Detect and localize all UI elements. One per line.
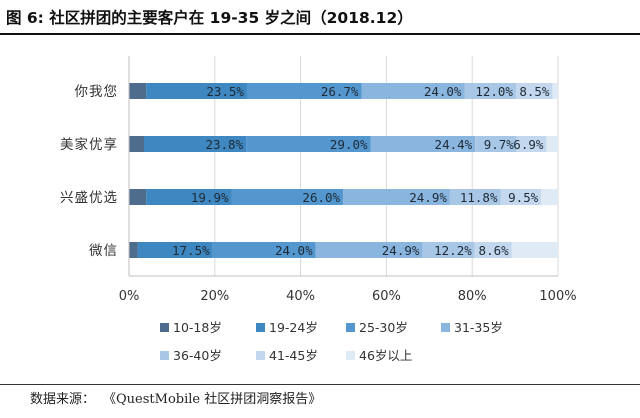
bar-segment — [129, 189, 147, 205]
bar-segment — [146, 83, 247, 99]
data-label: 24.4% — [435, 137, 473, 152]
data-label: 9.7% — [484, 137, 515, 152]
data-label: 8.6% — [479, 243, 510, 258]
source-rule — [0, 384, 640, 385]
data-label: 8.5% — [519, 84, 550, 99]
bar-segment — [475, 136, 517, 152]
data-label: 12.2% — [434, 243, 472, 258]
legend-label: 46岁以上 — [359, 348, 412, 363]
data-label: 9.5% — [508, 190, 539, 205]
figure-title: 图 6: 社区拼团的主要客户在 19-35 岁之间（2018.12） — [6, 9, 413, 27]
legend-swatch — [346, 351, 355, 360]
x-tick-label: 40% — [286, 289, 315, 304]
data-label: 12.0% — [475, 84, 513, 99]
title-rule — [0, 33, 640, 35]
bar-segment — [212, 242, 316, 258]
bar-segment — [246, 136, 371, 152]
data-label: 23.8% — [205, 137, 243, 152]
data-label: 24.9% — [409, 190, 447, 205]
x-tick-label: 20% — [200, 289, 229, 304]
bar-segment — [144, 136, 247, 152]
bar-segment — [315, 242, 423, 258]
bar-segment — [500, 189, 542, 205]
legend-label: 31-35岁 — [454, 320, 503, 335]
bar-segment — [146, 189, 232, 205]
category-label: 美家优享 — [60, 136, 118, 153]
x-tick-label: 100% — [539, 289, 576, 304]
source-value: 《QuestMobile 社区拼团洞察报告》 — [103, 392, 322, 407]
bar-segment — [449, 189, 501, 205]
source-note: 数据来源： 《QuestMobile 社区拼团洞察报告》 — [30, 390, 321, 410]
bar-segment — [422, 242, 475, 258]
legend-label: 10-18岁 — [173, 320, 222, 335]
bar-segment — [541, 189, 558, 205]
bar-segment — [511, 242, 558, 258]
bar-segment — [129, 242, 138, 258]
legend-swatch — [256, 351, 265, 360]
data-label: 23.5% — [206, 84, 244, 99]
data-label: 24.0% — [275, 243, 313, 258]
category-label: 你我您 — [75, 83, 119, 100]
legend-label: 36-40岁 — [173, 348, 222, 363]
legend-swatch — [441, 323, 450, 332]
data-label: 11.8% — [460, 190, 498, 205]
bar-segment — [231, 189, 344, 205]
data-label: 17.5% — [172, 243, 210, 258]
x-tick-label: 60% — [372, 289, 401, 304]
bar-segment — [552, 83, 558, 99]
legend-swatch — [346, 323, 355, 332]
data-label: 24.9% — [382, 243, 420, 258]
x-tick-label: 80% — [458, 289, 487, 304]
legend-label: 41-45岁 — [269, 348, 318, 363]
stacked-bar-chart: 你我您 23.5% 26.7% 24.0% 12.0% 8.5% 美家优享 23.8% 29.0… — [60, 56, 577, 363]
bar-segment — [464, 83, 516, 99]
legend-label: 25-30岁 — [359, 320, 408, 335]
bar-segment — [474, 242, 512, 258]
data-label: 29.0% — [330, 137, 368, 152]
source-label: 数据来源： — [30, 392, 96, 407]
legend-swatch — [160, 351, 169, 360]
bar-segment — [137, 242, 213, 258]
bar-segment — [129, 83, 147, 99]
bar-segment — [343, 189, 450, 205]
bar-segment — [246, 83, 362, 99]
legend-swatch — [256, 323, 265, 332]
data-label: 24.0% — [424, 84, 462, 99]
bar-segment — [370, 136, 476, 152]
bar-segment — [129, 136, 145, 152]
bar-segment — [546, 136, 558, 152]
bar-segment — [516, 136, 547, 152]
bar-segment — [515, 83, 553, 99]
data-label: 26.7% — [321, 84, 359, 99]
legend-label: 19-24岁 — [269, 320, 318, 335]
data-label: 6.9% — [513, 137, 544, 152]
data-label: 26.0% — [302, 190, 340, 205]
data-label: 19.9% — [191, 190, 229, 205]
category-label: 兴盛优选 — [60, 190, 118, 206]
bar-segment — [361, 83, 465, 99]
category-label: 微信 — [89, 243, 118, 259]
x-tick-label: 0% — [119, 289, 140, 304]
legend-swatch — [160, 323, 169, 332]
